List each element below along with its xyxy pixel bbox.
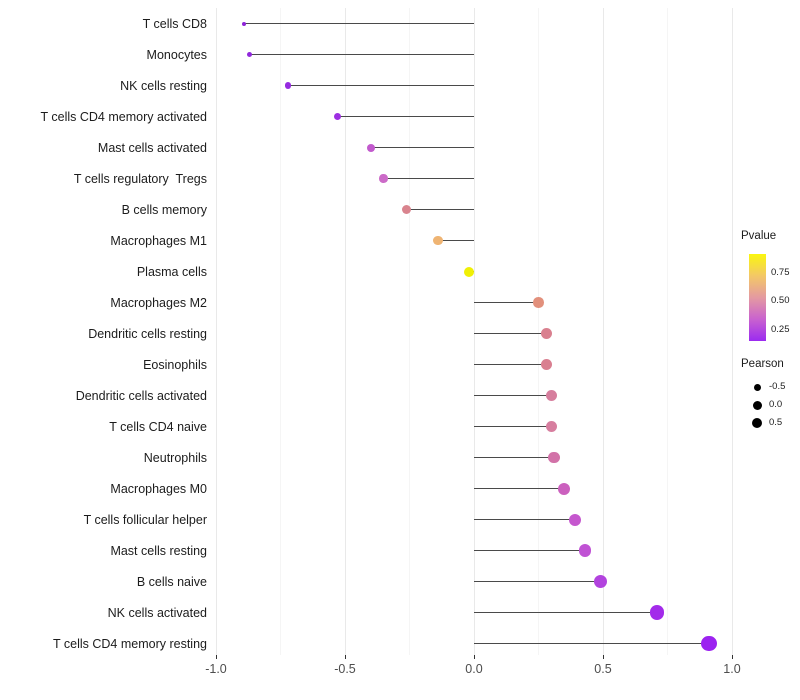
pearson-legend-dot — [753, 383, 761, 391]
category-label: Dendritic cells activated — [75, 388, 207, 403]
lollipop-dot — [433, 235, 443, 246]
lollipop-stem — [288, 84, 474, 87]
lollipop-dot — [649, 605, 665, 620]
minor-gridline — [409, 8, 410, 655]
pvalue-gradient-bar — [749, 254, 766, 341]
minor-gridline — [280, 8, 281, 655]
lollipop-dot — [593, 574, 608, 589]
x-axis-tick-label: 1.0 — [723, 662, 741, 676]
x-axis-tick — [602, 655, 604, 659]
lollipop-dot — [545, 390, 557, 402]
lollipop-dot — [540, 328, 552, 340]
lollipop-dot — [558, 482, 571, 495]
pearson-legend-label: 0.0 — [769, 399, 783, 410]
x-axis-tick — [731, 655, 733, 659]
category-label: Mast cells activated — [97, 140, 207, 155]
category-label: B cells naive — [136, 574, 207, 589]
category-label: NK cells resting — [120, 78, 207, 93]
category-label: B cells memory — [121, 202, 207, 217]
lollipop-stem — [370, 146, 474, 149]
category-label: Macrophages M2 — [110, 295, 207, 310]
category-label: Eosinophils — [143, 357, 207, 372]
category-label: Dendritic cells resting — [88, 326, 207, 341]
lollipop-stem — [474, 332, 547, 335]
lollipop-dot — [578, 544, 592, 557]
x-axis-tick-label: 0.5 — [594, 662, 612, 676]
category-label: Macrophages M1 — [110, 233, 207, 248]
lollipop-dot — [366, 143, 375, 152]
lollipop-stem — [249, 53, 474, 56]
major-gridline — [215, 8, 217, 655]
lollipop-stem — [474, 642, 709, 645]
x-axis-tick — [215, 655, 217, 659]
lollipop-stem — [474, 301, 539, 304]
lollipop-dot — [533, 297, 544, 308]
lollipop-stem — [474, 518, 575, 521]
lollipop-stem — [474, 456, 554, 459]
lollipop-dot — [463, 266, 474, 277]
category-label: NK cells activated — [107, 605, 207, 620]
lollipop-stem — [474, 363, 547, 366]
x-axis-tick — [473, 655, 475, 659]
pvalue-tick-label: 0.50 — [771, 295, 790, 306]
lollipop-stem — [474, 394, 552, 397]
lollipop-stem — [244, 22, 474, 25]
lollipop-stem — [474, 580, 601, 583]
x-axis-tick-label: -0.5 — [334, 662, 356, 676]
lollipop-stem — [383, 177, 474, 180]
category-label: Neutrophils — [143, 450, 207, 465]
lollipop-stem — [474, 487, 565, 490]
lollipop-stem — [474, 549, 585, 552]
category-label: T cells regulatory Tregs — [73, 171, 207, 186]
lollipop-stem — [437, 239, 474, 242]
pearson-legend-dot — [752, 400, 762, 410]
pvalue-legend-title: Pvalue — [741, 230, 777, 242]
minor-gridline — [667, 8, 668, 655]
category-label: T cells CD4 memory activated — [40, 109, 208, 124]
category-label: Plasma cells — [136, 264, 207, 279]
lollipop-dot — [548, 451, 560, 464]
pvalue-tick-label: 0.25 — [771, 324, 790, 335]
x-axis-tick — [344, 655, 346, 659]
lollipop-dot — [242, 21, 247, 26]
pearson-legend-title: Pearson — [741, 358, 784, 370]
x-axis-tick-label: -1.0 — [205, 662, 227, 676]
category-label: T cells follicular helper — [83, 512, 207, 527]
lollipop-stem — [474, 425, 552, 428]
lollipop-dot — [333, 112, 341, 121]
category-label: Monocytes — [146, 47, 207, 62]
lollipop-dot — [701, 635, 717, 652]
pvalue-tick-label: 0.75 — [771, 267, 790, 278]
lollipop-stem — [406, 208, 474, 211]
lollipop-dot — [247, 52, 253, 58]
x-axis-tick-label: 0.0 — [465, 662, 483, 676]
lollipop-dot — [540, 359, 552, 371]
category-label: T cells CD4 memory resting — [53, 636, 207, 651]
pearson-legend-label: -0.5 — [769, 381, 786, 392]
pearson-legend-label: 0.5 — [769, 417, 783, 428]
category-label: Macrophages M0 — [110, 481, 207, 496]
lollipop-dot — [379, 174, 388, 183]
lollipop-dot — [545, 421, 557, 433]
category-label: T cells CD8 — [142, 16, 207, 31]
lollipop-stem — [337, 115, 474, 118]
lollipop-dot — [402, 205, 412, 215]
major-gridline — [731, 8, 733, 655]
minor-gridline — [538, 8, 539, 655]
category-label: Mast cells resting — [110, 543, 207, 558]
lollipop-dot — [284, 82, 292, 89]
major-gridline — [344, 8, 346, 655]
major-gridline — [602, 8, 604, 655]
category-label: T cells CD4 naive — [109, 419, 207, 434]
lollipop-dot — [568, 513, 581, 526]
lollipop-stem — [474, 611, 658, 614]
major-gridline — [473, 8, 475, 655]
pearson-legend-dot — [751, 417, 763, 429]
